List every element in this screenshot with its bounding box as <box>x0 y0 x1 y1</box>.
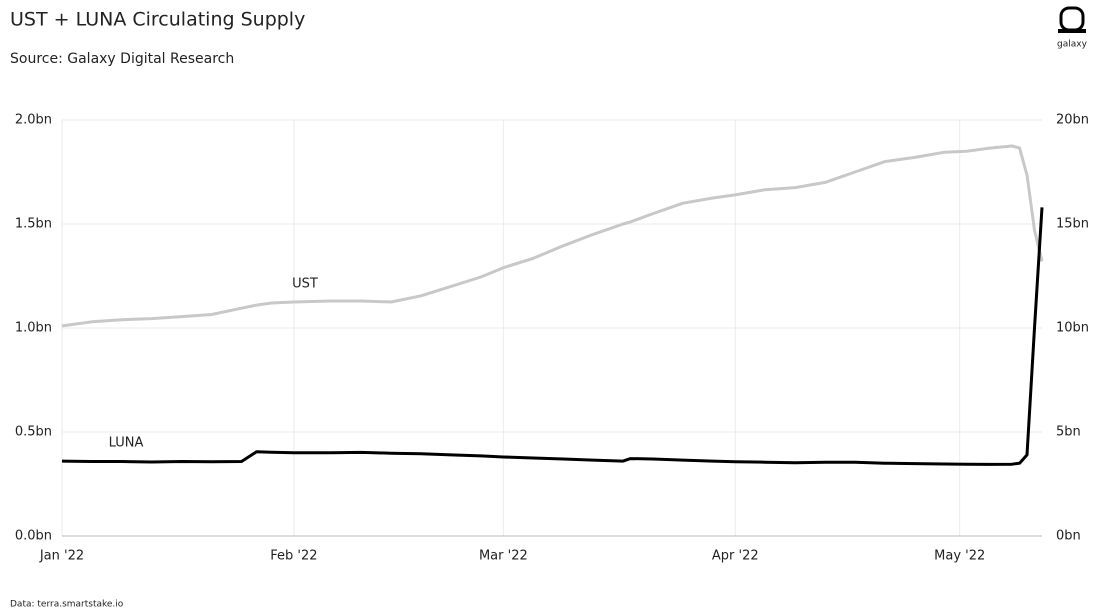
y-tick-label: 0.0bn <box>15 529 52 544</box>
series-line <box>61 144 1044 328</box>
y2-tick-label: 20bn <box>1056 113 1089 128</box>
chart-title: UST + LUNA Circulating Supply <box>10 9 305 31</box>
x-tick-label: Feb '22 <box>270 549 317 564</box>
y2-tick-label: 15bn <box>1056 217 1089 232</box>
annotation: LUNA <box>109 436 144 451</box>
x-tick-label: Apr '22 <box>712 549 759 564</box>
y2-tick-label: 0bn <box>1056 529 1081 544</box>
series-line <box>61 207 1044 466</box>
y-tick-label: 1.5bn <box>15 217 52 232</box>
y-tick-label: 1.0bn <box>15 321 52 336</box>
y2-tick-label: 10bn <box>1056 321 1089 336</box>
x-tick-label: May '22 <box>934 549 985 564</box>
logo-text: galaxy <box>1057 40 1088 50</box>
chart-subtitle: Source: Galaxy Digital Research <box>10 51 234 67</box>
y2-tick-label: 5bn <box>1056 425 1081 440</box>
logo-icon <box>1059 6 1085 32</box>
logo-bar <box>1058 29 1086 33</box>
y-tick-label: 0.5bn <box>15 425 52 440</box>
annotation: UST <box>292 277 318 292</box>
footnote: Data: terra.smartstake.io <box>10 600 124 610</box>
x-tick-label: Jan '22 <box>39 549 84 564</box>
x-tick-label: Mar '22 <box>479 549 528 564</box>
y-tick-label: 2.0bn <box>15 113 52 128</box>
